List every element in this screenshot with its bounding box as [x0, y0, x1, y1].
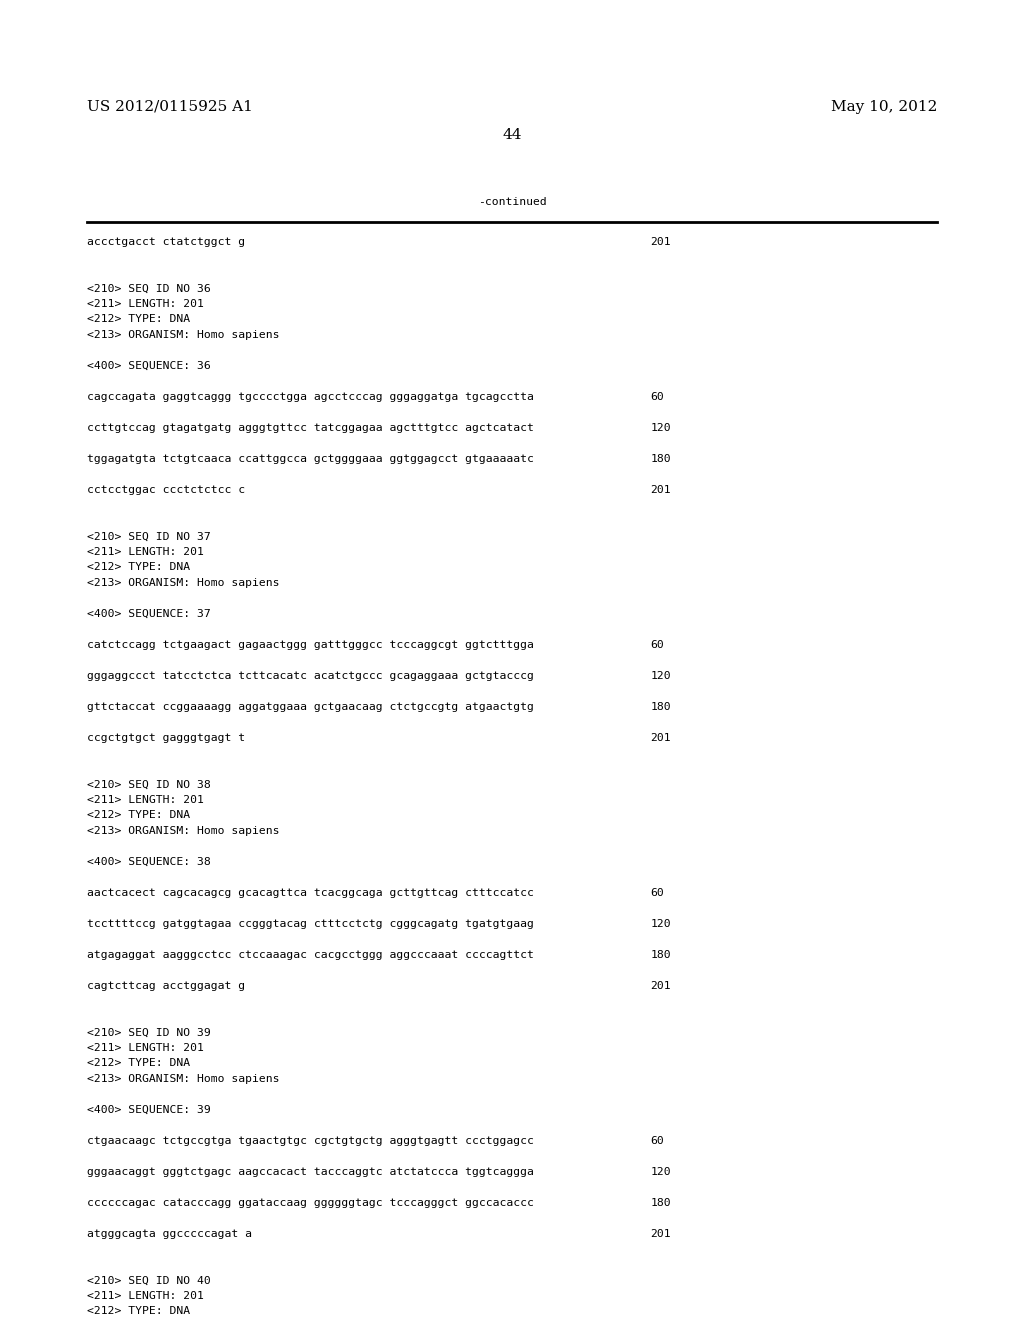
- Text: <210> SEQ ID NO 36: <210> SEQ ID NO 36: [87, 284, 211, 293]
- Text: <211> LENGTH: 201: <211> LENGTH: 201: [87, 300, 204, 309]
- Text: 120: 120: [650, 1167, 671, 1177]
- Text: <210> SEQ ID NO 38: <210> SEQ ID NO 38: [87, 780, 211, 789]
- Text: <400> SEQUENCE: 38: <400> SEQUENCE: 38: [87, 857, 211, 867]
- Text: <213> ORGANISM: Homo sapiens: <213> ORGANISM: Homo sapiens: [87, 826, 280, 836]
- Text: <211> LENGTH: 201: <211> LENGTH: 201: [87, 546, 204, 557]
- Text: ccttgtccag gtagatgatg agggtgttcc tatcggagaa agctttgtcc agctcatact: ccttgtccag gtagatgatg agggtgttcc tatcgga…: [87, 422, 534, 433]
- Text: <211> LENGTH: 201: <211> LENGTH: 201: [87, 1043, 204, 1053]
- Text: 201: 201: [650, 1229, 671, 1239]
- Text: gggaggccct tatcctctca tcttcacatc acatctgccc gcagaggaaa gctgtacccg: gggaggccct tatcctctca tcttcacatc acatctg…: [87, 671, 534, 681]
- Text: 180: 180: [650, 1199, 671, 1208]
- Text: ccgctgtgct gagggtgagt t: ccgctgtgct gagggtgagt t: [87, 733, 245, 743]
- Text: <210> SEQ ID NO 40: <210> SEQ ID NO 40: [87, 1275, 211, 1286]
- Text: <213> ORGANISM: Homo sapiens: <213> ORGANISM: Homo sapiens: [87, 578, 280, 587]
- Text: catctccagg tctgaagact gagaactggg gatttgggcc tcccaggcgt ggtctttgga: catctccagg tctgaagact gagaactggg gatttgg…: [87, 640, 534, 649]
- Text: 44: 44: [502, 128, 522, 143]
- Text: <212> TYPE: DNA: <212> TYPE: DNA: [87, 314, 190, 325]
- Text: 120: 120: [650, 919, 671, 929]
- Text: 120: 120: [650, 671, 671, 681]
- Text: 60: 60: [650, 888, 664, 898]
- Text: 60: 60: [650, 1137, 664, 1146]
- Text: accctgacct ctatctggct g: accctgacct ctatctggct g: [87, 238, 245, 247]
- Text: ctgaacaagc tctgccgtga tgaactgtgc cgctgtgctg agggtgagtt ccctggagcc: ctgaacaagc tctgccgtga tgaactgtgc cgctgtg…: [87, 1137, 534, 1146]
- Text: <212> TYPE: DNA: <212> TYPE: DNA: [87, 1059, 190, 1068]
- Text: <400> SEQUENCE: 39: <400> SEQUENCE: 39: [87, 1105, 211, 1115]
- Text: atgggcagta ggcccccagat a: atgggcagta ggcccccagat a: [87, 1229, 252, 1239]
- Text: tggagatgta tctgtcaaca ccattggcca gctggggaaa ggtggagcct gtgaaaaatc: tggagatgta tctgtcaaca ccattggcca gctgggg…: [87, 454, 534, 465]
- Text: tccttttccg gatggtagaa ccgggtacag ctttcctctg cgggcagatg tgatgtgaag: tccttttccg gatggtagaa ccgggtacag ctttcct…: [87, 919, 534, 929]
- Text: <211> LENGTH: 201: <211> LENGTH: 201: [87, 1291, 204, 1302]
- Text: cagtcttcag acctggagat g: cagtcttcag acctggagat g: [87, 981, 245, 991]
- Text: <400> SEQUENCE: 36: <400> SEQUENCE: 36: [87, 360, 211, 371]
- Text: <212> TYPE: DNA: <212> TYPE: DNA: [87, 562, 190, 573]
- Text: <211> LENGTH: 201: <211> LENGTH: 201: [87, 795, 204, 805]
- Text: 201: 201: [650, 484, 671, 495]
- Text: 60: 60: [650, 640, 664, 649]
- Text: 180: 180: [650, 702, 671, 711]
- Text: gggaacaggt gggtctgagc aagccacact tacccaggtc atctatccca tggtcaggga: gggaacaggt gggtctgagc aagccacact tacccag…: [87, 1167, 534, 1177]
- Text: <213> ORGANISM: Homo sapiens: <213> ORGANISM: Homo sapiens: [87, 330, 280, 341]
- Text: <210> SEQ ID NO 39: <210> SEQ ID NO 39: [87, 1027, 211, 1038]
- Text: aactcacect cagcacagcg gcacagttca tcacggcaga gcttgttcag ctttccatcc: aactcacect cagcacagcg gcacagttca tcacggc…: [87, 888, 534, 898]
- Text: 180: 180: [650, 950, 671, 960]
- Text: <212> TYPE: DNA: <212> TYPE: DNA: [87, 1307, 190, 1316]
- Text: US 2012/0115925 A1: US 2012/0115925 A1: [87, 100, 253, 114]
- Text: May 10, 2012: May 10, 2012: [830, 100, 937, 114]
- Text: <213> ORGANISM: Homo sapiens: <213> ORGANISM: Homo sapiens: [87, 1074, 280, 1084]
- Text: <400> SEQUENCE: 37: <400> SEQUENCE: 37: [87, 609, 211, 619]
- Text: <212> TYPE: DNA: <212> TYPE: DNA: [87, 810, 190, 821]
- Text: ccccccagac catacccagg ggataccaag ggggggtagc tcccagggct ggccacaccс: ccccccagac catacccagg ggataccaag ggggggt…: [87, 1199, 534, 1208]
- Text: cctcctggac ccctctctcc c: cctcctggac ccctctctcc c: [87, 484, 245, 495]
- Text: 201: 201: [650, 733, 671, 743]
- Text: 120: 120: [650, 422, 671, 433]
- Text: 60: 60: [650, 392, 664, 403]
- Text: 201: 201: [650, 981, 671, 991]
- Text: <210> SEQ ID NO 37: <210> SEQ ID NO 37: [87, 532, 211, 541]
- Text: cagccagata gaggtcaggg tgcccctgga agcctcccag gggaggatga tgcagcctta: cagccagata gaggtcaggg tgcccctgga agcctcc…: [87, 392, 534, 403]
- Text: -continued: -continued: [477, 197, 547, 207]
- Text: 201: 201: [650, 238, 671, 247]
- Text: 180: 180: [650, 454, 671, 465]
- Text: gttctaccat ccggaaaagg aggatggaaa gctgaacaag ctctgccgtg atgaactgtg: gttctaccat ccggaaaagg aggatggaaa gctgaac…: [87, 702, 534, 711]
- Text: atgagaggat aagggcctcc ctccaaagac cacgcctggg aggcccaaat ccccagttct: atgagaggat aagggcctcc ctccaaagac cacgcct…: [87, 950, 534, 960]
